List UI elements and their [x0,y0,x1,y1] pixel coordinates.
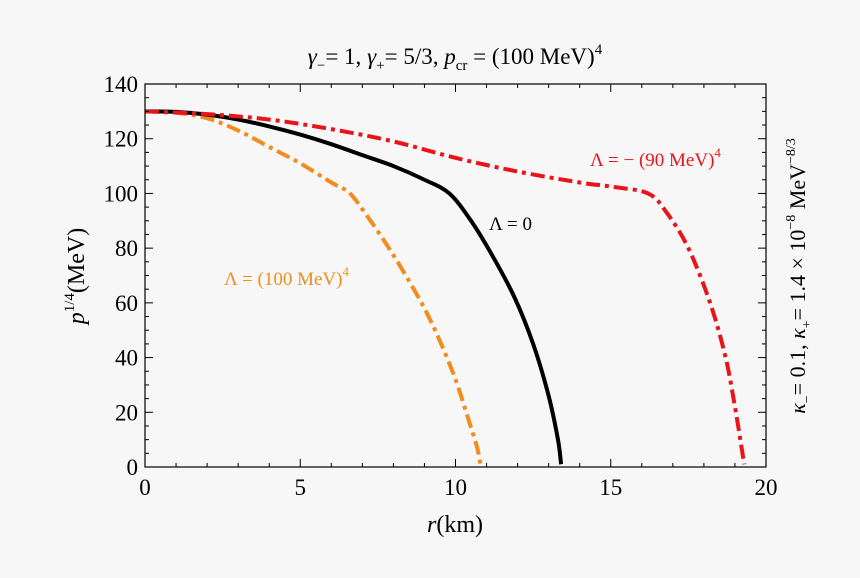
series-label-lambda-100: Λ = (100 MeV)4 [224,264,349,290]
y-tick-label: 120 [104,127,139,152]
y-tick-label: 60 [115,291,138,316]
ticks: 0 5 10 15 20 0 20 40 60 80 100 120 140 [104,72,778,500]
y-tick-label: 140 [104,72,139,97]
chart-title: γ−= 1, γ+= 5/3, pcr = (100 MeV)4 [308,42,603,74]
x-tick-label: 5 [295,475,307,500]
series-label-lambda-0: Λ = 0 [489,214,532,235]
y-tick-label: 20 [115,400,138,425]
series-line-lambda-0 [144,109,564,465]
y-tick-label: 80 [115,236,138,261]
x-tick-label: 10 [444,475,467,500]
x-tick-label: 0 [139,475,151,500]
y-tick-label: 40 [115,346,138,371]
y-axis-title: p1/4(MeV) [62,228,90,326]
series-line-lambda-minus-90 [144,109,747,465]
y-tick-label: 0 [127,455,139,480]
parameters-label: κ−= 0.1, κ+= 1.4 × 10−8 MeV−8/3 [784,138,815,414]
series-line-lambda-100 [144,109,483,465]
x-tick-label: 15 [599,475,622,500]
series-label-lambda-minus-90: Λ = − (90 MeV)4 [590,145,721,171]
curves [144,109,747,465]
x-axis-title: r(km) [427,512,483,538]
y-tick-label: 100 [104,181,139,206]
x-tick-label: 20 [755,475,778,500]
